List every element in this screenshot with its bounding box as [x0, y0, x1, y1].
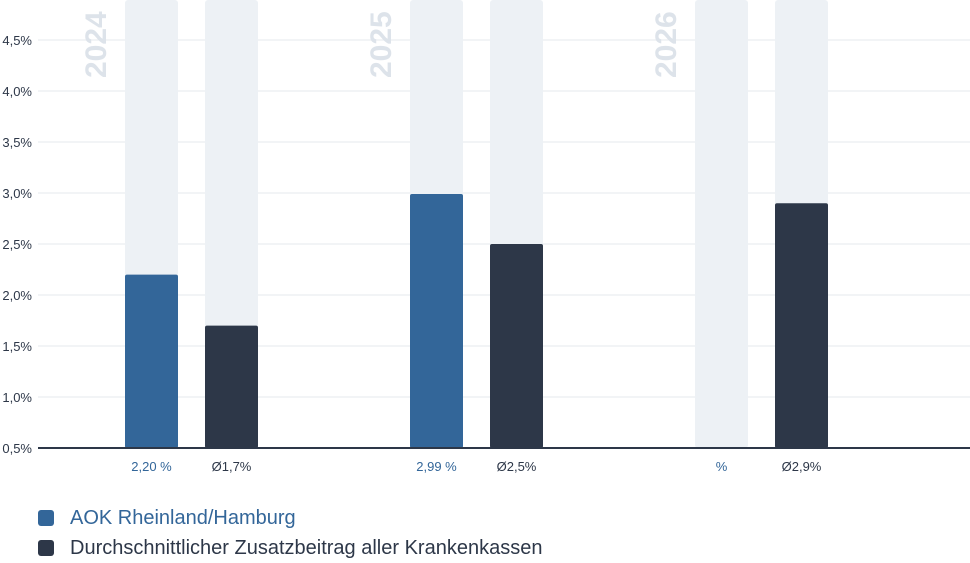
- legend: AOK Rheinland/Hamburg Durchschnittlicher…: [38, 503, 542, 563]
- legend-swatch-average: [38, 540, 54, 556]
- year-labels: 2024 2025 2026: [80, 11, 683, 78]
- year-label: 2025: [365, 11, 398, 78]
- year-label: 2024: [80, 11, 113, 78]
- legend-item-average[interactable]: Durchschnittlicher Zusatzbeitrag aller K…: [38, 533, 542, 563]
- bar-value-label: 2,99 %: [416, 459, 457, 474]
- bar-value-labels: 2,20 % Ø1,7% 2,99 % Ø2,5%% Ø2,9%: [131, 459, 822, 474]
- bar-value-label: Ø2,5%: [497, 459, 537, 474]
- y-axis-ticks: 0,5% 1,0% 1,5% 2,0% 2,5% 3,0% 3,5% 4,0% 4,5%: [2, 33, 32, 456]
- bar-track: [695, 0, 748, 448]
- bar-value-label: 2,20 %: [131, 459, 172, 474]
- y-tick-label: 0,5%: [2, 441, 32, 456]
- legend-item-aok[interactable]: AOK Rheinland/Hamburg: [38, 503, 542, 533]
- y-tick-label: 3,0%: [2, 186, 32, 201]
- legend-label-aok: AOK Rheinland/Hamburg: [70, 506, 296, 529]
- y-tick-label: 1,0%: [2, 390, 32, 405]
- bar-average[interactable]: [775, 203, 828, 448]
- bar-average[interactable]: [205, 325, 258, 448]
- y-tick-label: 1,5%: [2, 339, 32, 354]
- y-tick-label: 4,0%: [2, 84, 32, 99]
- legend-swatch-aok: [38, 510, 54, 526]
- bar-aok[interactable]: [125, 274, 178, 448]
- bar-value-label: Ø1,7%: [212, 459, 252, 474]
- y-tick-label: 2,5%: [2, 237, 32, 252]
- bar-chart: 0,5% 1,0% 1,5% 2,0% 2,5% 3,0% 3,5% 4,0% 4,5% 202…: [2, 0, 970, 474]
- year-label: 2026: [650, 11, 683, 78]
- y-tick-label: 2,0%: [2, 288, 32, 303]
- bars: [125, 194, 828, 448]
- bar-average[interactable]: [490, 244, 543, 448]
- bar-value-label: Ø2,9%: [782, 459, 822, 474]
- y-tick-label: 3,5%: [2, 135, 32, 150]
- legend-label-average: Durchschnittlicher Zusatzbeitrag aller K…: [70, 536, 543, 559]
- bar-aok[interactable]: [410, 194, 463, 448]
- y-tick-label: 4,5%: [2, 33, 32, 48]
- bar-value-label: %: [716, 459, 728, 474]
